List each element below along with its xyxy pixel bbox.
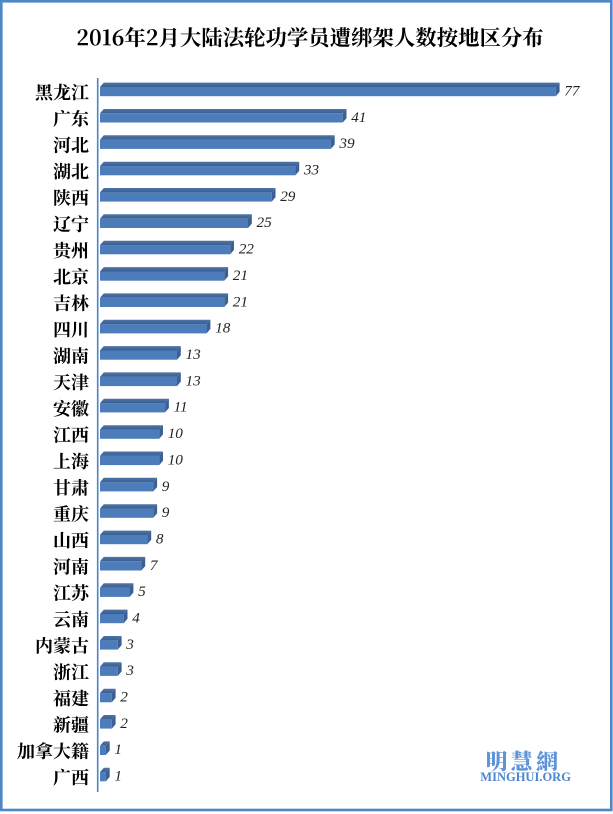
svg-text:41: 41 xyxy=(351,109,366,126)
svg-text:8: 8 xyxy=(156,531,164,548)
svg-text:11: 11 xyxy=(174,399,188,416)
svg-text:77: 77 xyxy=(564,83,581,100)
svg-text:10: 10 xyxy=(168,451,184,468)
svg-text:21: 21 xyxy=(233,267,248,284)
svg-text:1: 1 xyxy=(114,768,122,785)
svg-text:13: 13 xyxy=(186,372,202,389)
svg-text:18: 18 xyxy=(215,320,231,337)
svg-text:13: 13 xyxy=(186,346,202,363)
svg-text:7: 7 xyxy=(150,557,159,574)
svg-text:21: 21 xyxy=(233,293,248,310)
svg-text:4: 4 xyxy=(132,610,140,627)
svg-text:1: 1 xyxy=(114,741,122,758)
svg-text:3: 3 xyxy=(125,636,134,653)
svg-text:9: 9 xyxy=(162,504,170,521)
svg-text:29: 29 xyxy=(280,188,296,205)
svg-text:2: 2 xyxy=(120,689,128,706)
svg-text:MINGHUI.ORG: MINGHUI.ORG xyxy=(480,770,571,784)
svg-text:33: 33 xyxy=(303,162,320,179)
svg-text:25: 25 xyxy=(257,214,273,231)
svg-text:3: 3 xyxy=(125,662,134,679)
svg-text:39: 39 xyxy=(338,135,355,152)
svg-text:2: 2 xyxy=(120,715,128,732)
svg-text:22: 22 xyxy=(239,241,255,258)
svg-text:9: 9 xyxy=(162,478,170,495)
svg-text:10: 10 xyxy=(168,425,184,442)
svg-text:5: 5 xyxy=(138,583,146,600)
